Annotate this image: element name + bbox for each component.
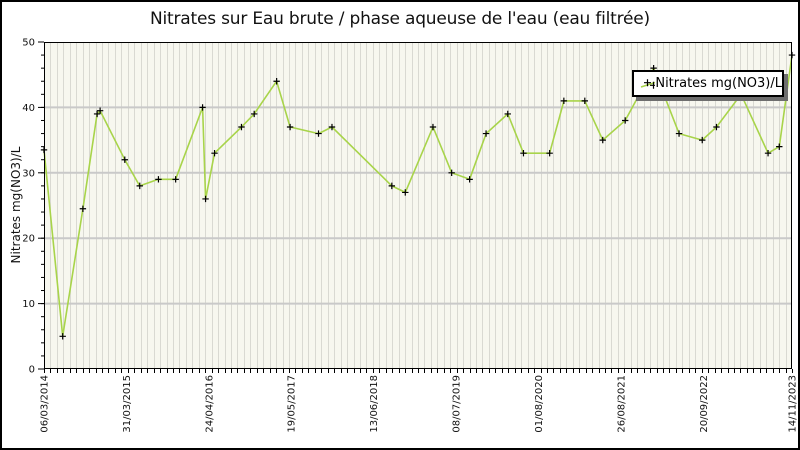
data-point-marker — [599, 136, 606, 144]
data-point-marker — [59, 333, 66, 340]
x-tick-label: 01/08/2020 — [534, 375, 545, 433]
legend: Nitrates mg(NO3)/L — [632, 70, 784, 97]
x-tick-label: 06/03/2014 — [40, 375, 51, 433]
data-point-marker — [79, 205, 87, 212]
y-axis-ticks — [38, 41, 44, 370]
plot-border — [44, 42, 792, 369]
data-point-marker — [546, 149, 553, 157]
data-point-marker — [93, 110, 101, 118]
y-tick-label: 30 — [22, 168, 35, 179]
y-tick-label: 50 — [22, 38, 35, 49]
x-tick-label: 24/04/2016 — [204, 375, 215, 433]
data-point-marker — [199, 104, 206, 111]
data-point-marker — [136, 182, 143, 190]
y-tick-label: 40 — [22, 103, 35, 114]
x-tick-label: 20/09/2022 — [699, 375, 710, 433]
data-point-marker — [713, 123, 720, 131]
data-point-marker — [482, 130, 490, 137]
data-point-marker — [764, 149, 772, 157]
data-point-marker — [388, 182, 396, 190]
data-point-marker — [699, 136, 706, 144]
data-point-marker — [466, 176, 473, 183]
chart-title: Nitrates sur Eau brute / phase aqueuse d… — [150, 9, 650, 29]
data-point-marker — [172, 176, 179, 183]
horizontal-gridlines — [44, 106, 792, 305]
x-axis-minor-ticks — [44, 369, 793, 373]
data-point-marker — [429, 123, 437, 131]
data-point-marker — [621, 117, 629, 124]
y-axis-tick-labels: 0 10 20 30 40 50 — [22, 38, 35, 376]
x-tick-label: 31/03/2015 — [122, 375, 133, 433]
x-tick-label: 14/11/2023 — [788, 375, 799, 433]
y-tick-label: 0 — [29, 365, 35, 376]
x-tick-label: 08/07/2019 — [451, 375, 462, 433]
data-point-marker — [776, 143, 783, 150]
legend-line-sample-icon — [640, 79, 656, 89]
data-point-marker — [96, 107, 104, 114]
data-point-marker — [273, 78, 280, 85]
data-point-marker — [250, 110, 258, 118]
data-point-marker — [328, 123, 336, 131]
data-point-marker — [155, 176, 162, 183]
x-tick-label: 26/08/2021 — [616, 375, 627, 433]
data-point-marker — [315, 130, 322, 137]
data-point-marker — [504, 110, 511, 118]
x-tick-label: 13/06/2018 — [369, 375, 380, 433]
x-tick-label: 19/05/2017 — [287, 375, 298, 433]
vertical-gridlines — [50, 42, 787, 369]
data-point-marker — [520, 149, 527, 157]
data-point-marker — [211, 149, 218, 157]
data-point-marker — [286, 123, 294, 131]
data-point-marker — [560, 97, 568, 105]
y-tick-label: 20 — [22, 234, 35, 245]
data-point-marker — [238, 123, 245, 131]
data-point-marker — [202, 195, 209, 203]
data-point-marker — [581, 97, 589, 105]
x-axis-tick-labels: 06/03/2014 31/03/2015 24/04/2016 19/05/2017… — [40, 375, 799, 433]
legend-label: Nitrates mg(NO3)/L — [655, 76, 782, 91]
data-point-marker — [675, 130, 683, 137]
y-tick-label: 10 — [22, 299, 35, 310]
data-point-marker — [402, 189, 409, 196]
data-point-marker — [448, 169, 455, 176]
data-point-marker — [121, 156, 128, 163]
